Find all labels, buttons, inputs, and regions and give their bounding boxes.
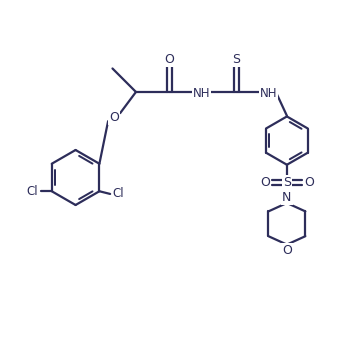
Text: Cl: Cl	[27, 185, 38, 198]
Text: S: S	[233, 53, 241, 66]
Text: N: N	[282, 191, 292, 204]
Text: NH: NH	[193, 87, 210, 100]
Text: Cl: Cl	[113, 187, 124, 201]
Text: S: S	[283, 176, 291, 189]
Text: O: O	[164, 53, 175, 66]
Text: O: O	[109, 111, 119, 124]
Text: O: O	[282, 244, 292, 257]
Text: O: O	[304, 176, 314, 189]
Text: NH: NH	[260, 87, 277, 100]
Text: O: O	[260, 176, 270, 189]
